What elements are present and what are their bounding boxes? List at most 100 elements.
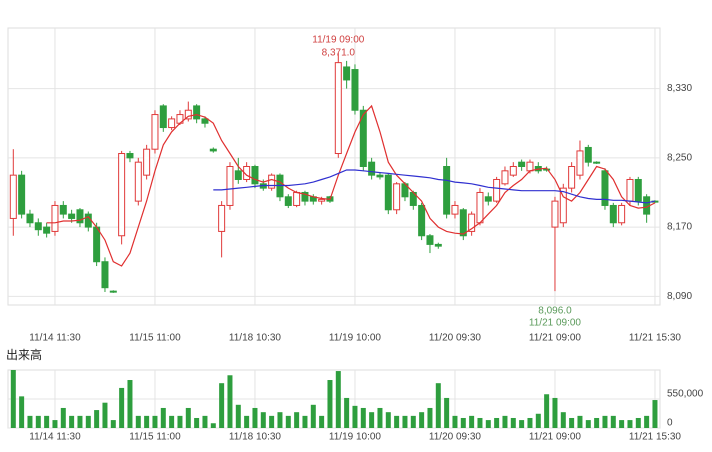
candle-body [159, 105, 167, 129]
volume-bar [627, 420, 633, 428]
candle-body [593, 161, 601, 164]
volume-bar [152, 415, 158, 428]
volume-bar [519, 420, 525, 428]
volume-bar [69, 415, 75, 428]
candle-body [26, 213, 34, 224]
price-frame [7, 27, 661, 306]
volume-bar [352, 405, 358, 428]
candle-body [393, 183, 401, 211]
volume-bar [27, 415, 33, 428]
candle-body [384, 174, 392, 211]
candle-body [201, 118, 209, 124]
volume-bar [477, 417, 483, 428]
candle-body [243, 166, 251, 180]
volume-bar [227, 375, 233, 428]
volume-bar [60, 407, 66, 428]
volume-bar [527, 417, 533, 428]
annotation-value: 8,096.0 [538, 306, 572, 317]
volume-title: 出来高 [6, 347, 42, 362]
candle-body [459, 209, 467, 237]
candle-body [559, 187, 567, 224]
volume-bar [194, 417, 200, 428]
volume-bar [594, 417, 600, 428]
y-tick-label: 8,170 [667, 222, 692, 233]
volume-bar [169, 415, 175, 428]
candle-body [268, 174, 276, 189]
volume-bar [360, 407, 366, 428]
volume-bar [10, 370, 16, 428]
volume-bar [277, 412, 283, 428]
volume-bar [510, 417, 516, 428]
candle-body [601, 170, 609, 206]
x-tick-label: 11/20 09:30 [429, 333, 482, 344]
candle-body [226, 166, 234, 206]
volume-bar [127, 380, 133, 428]
candle-body [584, 146, 592, 163]
volume-bar [269, 415, 275, 428]
candle-body [118, 153, 126, 237]
candle-body [443, 166, 451, 215]
candle-body [59, 204, 67, 215]
volume-bar [135, 415, 141, 428]
candle-body [551, 200, 559, 228]
candle-body [209, 148, 217, 152]
candle-body [484, 196, 492, 202]
volume-bar [94, 410, 100, 428]
volume-bar [369, 412, 375, 428]
candle-body [293, 191, 301, 206]
volume-bar [185, 407, 191, 428]
volume-bar [652, 400, 658, 428]
candle-body [418, 204, 426, 237]
volume-bar [427, 407, 433, 428]
volume-bar [235, 404, 241, 428]
volume-bar [544, 394, 550, 428]
volume-bar [444, 397, 450, 428]
y-tick-label: 8,330 [667, 83, 692, 94]
candle-body [251, 166, 259, 185]
x-tick-label: 11/15 11:00 [129, 333, 181, 344]
candle-body [618, 204, 626, 224]
candle-body [34, 222, 42, 231]
candle-body [609, 204, 617, 224]
x-tick-label: 11/21 15:30 [629, 333, 682, 344]
candle-body [493, 178, 501, 202]
volume-bar [294, 412, 300, 428]
volume-bar [202, 415, 208, 428]
candle-body [376, 174, 384, 178]
volume-bar [252, 407, 258, 428]
volume-bar [35, 415, 41, 428]
volume-bar [502, 415, 508, 428]
volume-bar [560, 412, 566, 428]
volume-bar [285, 415, 291, 428]
volume-bar [327, 380, 333, 428]
candle-body [234, 170, 242, 180]
candle-body [301, 191, 309, 202]
volume-bar [619, 420, 625, 428]
volume-bar [77, 415, 83, 428]
candle-body [101, 261, 109, 289]
candle-body [134, 161, 142, 202]
volume-bar [344, 397, 350, 428]
x-tick-label: 11/18 10:30 [229, 432, 282, 443]
volume-bar [452, 415, 458, 428]
volume-bar [635, 417, 641, 428]
x-tick-label: 11/18 10:30 [229, 333, 282, 344]
candle-body [368, 161, 376, 176]
y-tick-label: 8,250 [667, 152, 692, 163]
x-tick-label: 11/21 09:00 [529, 333, 582, 344]
volume-bar [160, 407, 166, 428]
volume-bar [485, 420, 491, 428]
candle-body [143, 148, 151, 176]
volume-bar [210, 423, 216, 428]
candle-body [218, 204, 226, 232]
candle-body [109, 290, 117, 293]
candle-body [151, 114, 159, 150]
x-tick-label: 11/15 11:00 [129, 432, 181, 443]
candle-body [284, 196, 292, 206]
volume-bar [19, 396, 25, 428]
candle-body [634, 178, 642, 202]
candle-body [509, 166, 517, 176]
volume-bar [385, 412, 391, 428]
candle-body [359, 109, 367, 167]
